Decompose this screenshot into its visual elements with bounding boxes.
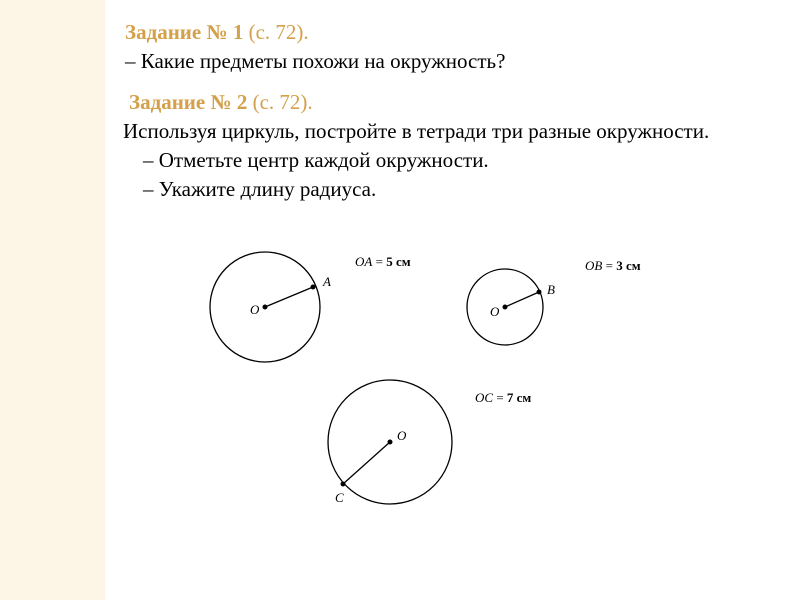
task2-page-ref: (с. 72). <box>247 90 312 114</box>
circle3-radius-var: OC <box>475 390 493 405</box>
task1-question: – Какие предметы похожи на окружность? <box>125 49 785 74</box>
main-content: Задание № 1 (с. 72). – Какие предметы по… <box>105 20 785 532</box>
task2-bullet1: – Отметьте центр каждой окружности. <box>125 148 785 173</box>
circle2-radius-label: OB = 3 см <box>585 258 641 274</box>
circle3-radius-label: OC = 7 см <box>475 390 531 406</box>
task2-bullet2: – Укажите длину радиуса. <box>125 177 785 202</box>
circle2-radius-eq: = <box>602 258 616 273</box>
task2-number: Задание № 2 <box>129 90 247 114</box>
circle1-radius-label: OA = 5 см <box>355 254 411 270</box>
circle2-point-label: B <box>547 282 555 298</box>
circle3-radius-val: 7 см <box>507 390 531 405</box>
circle-diagrams: O A OA = 5 см O B OB = 3 см O C OC = 7 с… <box>125 232 785 532</box>
circle3-radius-eq: = <box>493 390 507 405</box>
sidebar-decoration <box>0 0 105 600</box>
circle3-center-label: O <box>397 428 406 444</box>
circle3-point-label: C <box>335 490 344 506</box>
circle1-radius-eq: = <box>372 254 386 269</box>
task1-page-ref: (с. 72). <box>243 20 308 44</box>
task2-instruction: Используя циркуль, постройте в тетради т… <box>105 119 785 144</box>
circle2-radius-var: OB <box>585 258 602 273</box>
circle1-center-label: O <box>250 302 259 318</box>
task1-number: Задание № 1 <box>125 20 243 44</box>
circle2-radius-val: 3 см <box>616 258 640 273</box>
circle1-radius-val: 5 см <box>386 254 410 269</box>
task2-header: Задание № 2 (с. 72). <box>125 90 785 115</box>
task2-instruction-text: Используя циркуль, постройте в тетради т… <box>123 119 709 143</box>
circle2-center-label: O <box>490 304 499 320</box>
task1-header: Задание № 1 (с. 72). <box>125 20 785 45</box>
circle1-point-label: A <box>323 274 331 290</box>
circle1-radius-var: OA <box>355 254 372 269</box>
